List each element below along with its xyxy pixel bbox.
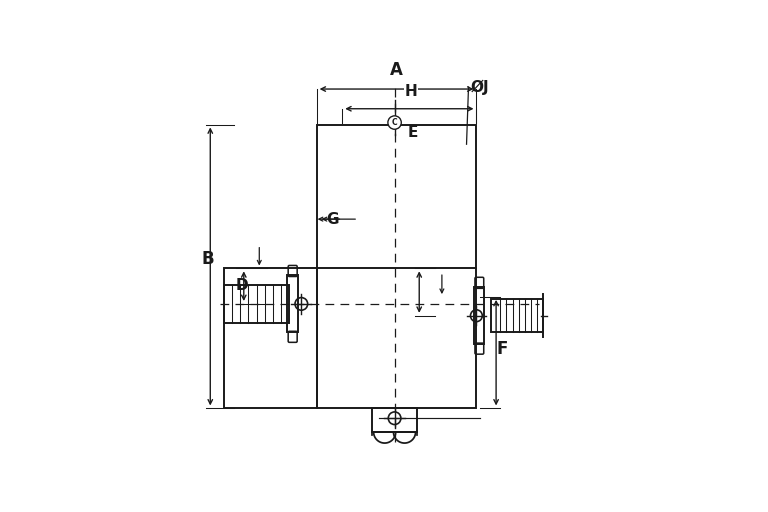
Text: H: H (405, 84, 418, 99)
Bar (224, 268, 316, 409)
Bar (372, 409, 417, 432)
Text: ØJ: ØJ (471, 79, 489, 95)
Circle shape (388, 116, 402, 129)
Bar (491, 299, 544, 332)
Text: E: E (407, 125, 418, 140)
Text: F: F (496, 340, 508, 358)
Text: B: B (201, 249, 214, 268)
Bar (224, 285, 289, 323)
Text: G: G (326, 211, 339, 227)
Bar (287, 275, 298, 332)
Text: C: C (392, 118, 397, 127)
Text: A: A (390, 61, 403, 79)
Text: D: D (236, 278, 248, 293)
Bar (316, 124, 476, 409)
Bar (475, 287, 485, 344)
